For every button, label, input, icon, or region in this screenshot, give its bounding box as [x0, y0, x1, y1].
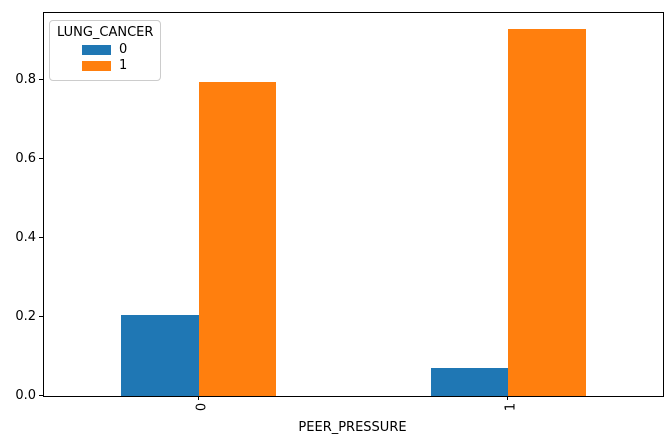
- x-axis-label: PEER_PRESSURE: [298, 420, 407, 435]
- y-tick-label: 0.8: [15, 71, 36, 87]
- x-tick-mark: [197, 396, 199, 400]
- bar-x0-series-0: [121, 315, 199, 396]
- legend-swatch-icon: [82, 44, 111, 55]
- y-tick-label: 0.2: [15, 308, 36, 324]
- y-tick-mark: [39, 79, 43, 81]
- y-tick-mark: [39, 316, 43, 317]
- bar-x1-series-1: [508, 29, 586, 396]
- y-tick-mark: [39, 158, 43, 160]
- x-tick-mark: [507, 396, 509, 400]
- y-tick-label: 0.4: [15, 229, 36, 245]
- y-tick-mark: [39, 395, 43, 396]
- legend-swatch-icon: [82, 60, 111, 71]
- legend-entry-label: 0: [119, 42, 128, 57]
- bar-x0-series-1: [198, 82, 277, 396]
- legend-title: LUNG_CANCER: [57, 25, 154, 40]
- y-tick-label: 0.0: [15, 387, 36, 403]
- y-tick-label: 0.6: [15, 150, 36, 166]
- legend-entry: 0: [82, 43, 154, 56]
- x-tick-label: 1: [503, 402, 519, 412]
- bar-x1-series-0: [430, 368, 509, 396]
- y-tick-mark: [39, 237, 43, 239]
- legend-entry: 1: [82, 59, 154, 72]
- legend-entry-label: 1: [119, 58, 128, 73]
- x-tick-label: 0: [194, 402, 210, 412]
